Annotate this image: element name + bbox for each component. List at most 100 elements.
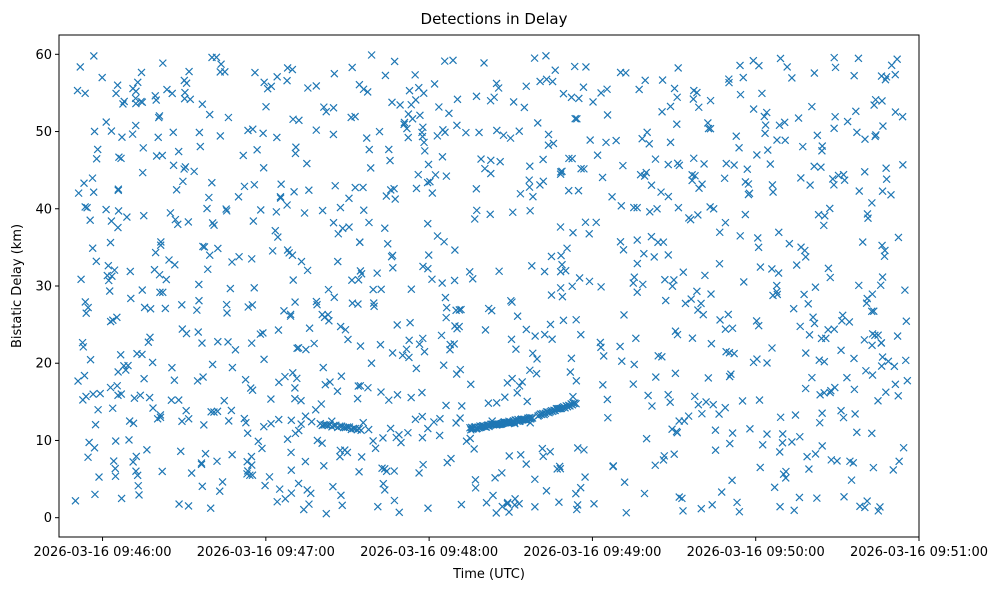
- detection-marker: [297, 257, 306, 266]
- detection-marker: [243, 469, 251, 478]
- detection-marker: [435, 431, 444, 440]
- detection-marker: [365, 145, 374, 154]
- detection-marker: [878, 273, 887, 281]
- detection-marker: [283, 246, 292, 255]
- detection-marker: [431, 170, 440, 179]
- detection-marker: [702, 398, 710, 406]
- detection-marker: [364, 383, 372, 392]
- detection-marker: [798, 142, 807, 151]
- detection-marker: [438, 125, 447, 134]
- detection-marker: [137, 68, 146, 77]
- detection-marker: [837, 406, 845, 415]
- detection-marker: [548, 77, 557, 86]
- detection-marker: [558, 292, 567, 301]
- detection-marker: [388, 263, 397, 272]
- detection-marker: [813, 131, 822, 140]
- detection-marker: [603, 395, 612, 404]
- detection-marker: [761, 121, 770, 130]
- detection-marker: [633, 203, 642, 212]
- detection-marker: [129, 458, 138, 466]
- detection-marker: [347, 113, 356, 122]
- detection-marker: [664, 160, 673, 169]
- detection-marker: [272, 207, 281, 216]
- detection-marker: [224, 337, 232, 346]
- detection-marker: [152, 96, 161, 105]
- detection-marker: [351, 183, 360, 192]
- detection-marker: [337, 372, 346, 381]
- detection-marker: [722, 347, 731, 356]
- detection-marker: [288, 368, 297, 377]
- detection-marker: [869, 307, 878, 316]
- detection-marker: [664, 192, 673, 201]
- detection-marker: [324, 310, 332, 319]
- detection-marker: [589, 98, 597, 106]
- detection-marker: [119, 100, 127, 108]
- detection-marker: [334, 229, 343, 238]
- detection-marker: [254, 437, 263, 446]
- detection-marker: [698, 180, 707, 189]
- detection-marker: [312, 82, 321, 90]
- detection-marker: [222, 300, 231, 309]
- detection-marker: [289, 115, 297, 124]
- detection-marker: [861, 135, 869, 144]
- detection-marker: [694, 103, 703, 112]
- detection-marker: [251, 68, 259, 77]
- detection-marker: [818, 441, 827, 450]
- detection-marker: [860, 503, 869, 512]
- detection-marker: [540, 267, 549, 276]
- detection-marker: [547, 291, 556, 300]
- detection-marker: [572, 315, 581, 324]
- detection-marker: [617, 357, 626, 366]
- detection-marker: [356, 342, 365, 350]
- detection-marker: [598, 173, 607, 182]
- detection-marker: [878, 96, 886, 105]
- detection-marker: [416, 111, 424, 120]
- detection-marker: [481, 326, 490, 334]
- detection-marker: [585, 229, 594, 238]
- detection-marker: [442, 303, 451, 312]
- detection-marker: [294, 479, 303, 488]
- detection-marker: [580, 445, 588, 454]
- detection-marker: [486, 210, 495, 219]
- detection-marker: [638, 280, 647, 289]
- detection-marker: [689, 95, 698, 103]
- detection-marker: [515, 499, 524, 508]
- y-tick-label: 10: [35, 434, 52, 449]
- detection-marker: [198, 242, 207, 251]
- detection-marker: [693, 211, 702, 219]
- y-tick-label: 50: [35, 125, 52, 140]
- detection-marker: [558, 260, 566, 269]
- detection-marker: [609, 462, 617, 471]
- detection-marker: [518, 378, 527, 386]
- detection-marker: [575, 274, 584, 282]
- detection-marker: [620, 478, 629, 487]
- detection-marker: [633, 236, 642, 244]
- detection-marker: [851, 410, 860, 418]
- detection-marker: [778, 430, 787, 438]
- detection-marker: [457, 401, 466, 410]
- detection-marker: [561, 266, 570, 275]
- detection-marker: [263, 84, 272, 93]
- detection-marker: [804, 465, 813, 473]
- detection-marker: [775, 447, 784, 456]
- detection-marker: [415, 468, 423, 477]
- detection-marker: [114, 223, 122, 232]
- detection-marker: [220, 396, 229, 405]
- detection-marker: [573, 444, 582, 452]
- detection-marker: [715, 410, 723, 419]
- detection-marker: [206, 504, 215, 513]
- detection-marker: [688, 170, 697, 179]
- detection-marker: [664, 390, 673, 399]
- detection-marker: [111, 464, 120, 473]
- detection-marker: [182, 329, 191, 338]
- detection-marker: [776, 413, 785, 422]
- detection-marker: [184, 414, 193, 423]
- detection-marker: [582, 63, 590, 71]
- detection-marker: [356, 381, 365, 390]
- detection-marker: [556, 464, 565, 473]
- detection-marker: [213, 244, 222, 253]
- detection-marker: [486, 169, 495, 178]
- detection-marker: [876, 502, 884, 511]
- detection-marker: [423, 264, 432, 273]
